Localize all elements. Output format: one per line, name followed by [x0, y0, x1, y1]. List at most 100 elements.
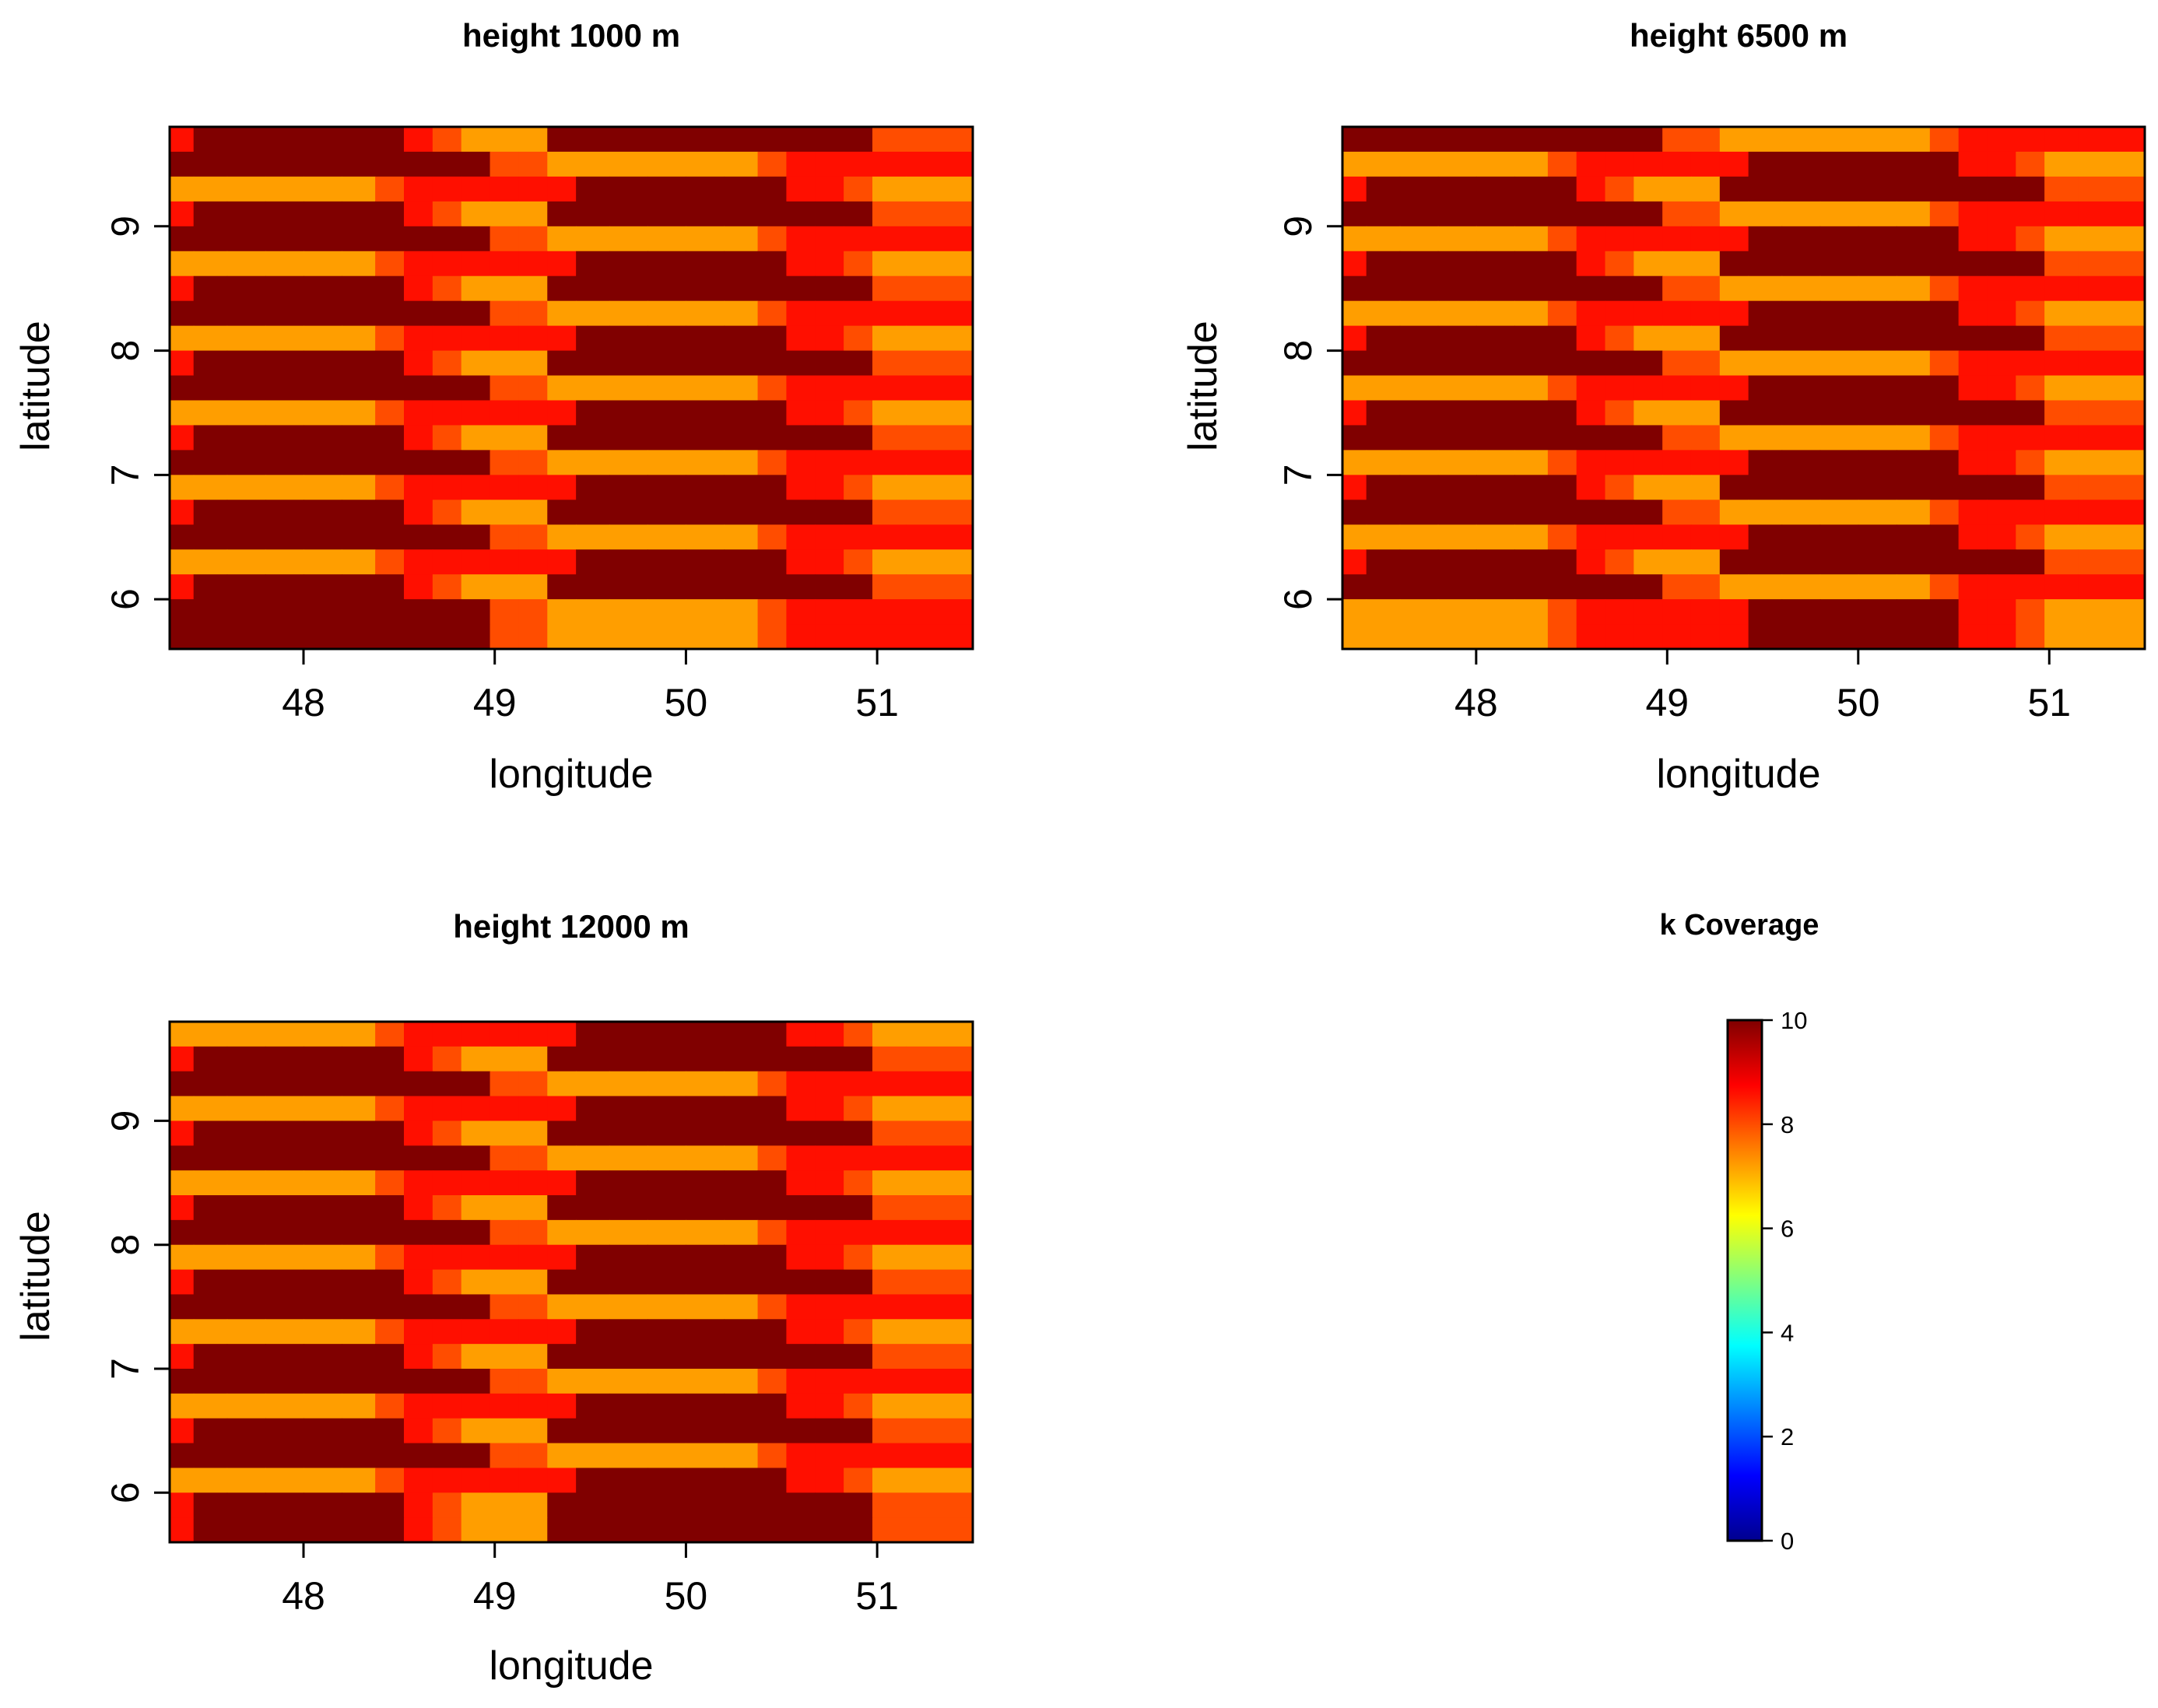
- heatmap-cell: [786, 1294, 816, 1320]
- heatmap-cell: [1399, 300, 1439, 327]
- heatmap-cell: [375, 1443, 405, 1469]
- heatmap-cell: [647, 1269, 687, 1296]
- heatmap-cell: [1399, 624, 1439, 650]
- heatmap-cell: [686, 201, 725, 227]
- heatmap-cell: [1748, 549, 1783, 575]
- heatmap-cell: [1576, 524, 1606, 550]
- heatmap-cell: [404, 1517, 433, 1543]
- heatmap-cell: [609, 1195, 648, 1221]
- heatmap-cell: [686, 500, 725, 525]
- heatmap-cell: [461, 375, 491, 402]
- heatmap-cell: [489, 350, 520, 377]
- heatmap-cell: [432, 1244, 462, 1271]
- heatmap-cell: [1662, 599, 1692, 625]
- heatmap-cell: [1605, 500, 1634, 525]
- heatmap-cell: [489, 1418, 520, 1444]
- heatmap-cell: [489, 275, 520, 302]
- heatmap-cell: [489, 1319, 520, 1345]
- heatmap-cell: [844, 599, 873, 625]
- heatmap-cell: [1896, 375, 1931, 402]
- heatmap-cell: [609, 400, 648, 426]
- heatmap-cell: [2078, 400, 2146, 426]
- heatmap-cell: [265, 127, 304, 153]
- heatmap-cell: [547, 1344, 577, 1370]
- heatmap-cell: [342, 400, 376, 426]
- heatmap-cell: [1514, 127, 1549, 153]
- heatmap-cell: [1476, 475, 1515, 500]
- heatmap-cell: [170, 599, 195, 625]
- heatmap-cell: [489, 1393, 520, 1419]
- heatmap-cell: [1547, 226, 1577, 252]
- heatmap-cell: [786, 127, 816, 153]
- heatmap-cell: [609, 500, 648, 525]
- heatmap-cell: [304, 1369, 342, 1394]
- heatmap-cell: [461, 450, 491, 475]
- heatmap-cell: [1576, 350, 1606, 377]
- heatmap-cell: [1366, 325, 1401, 352]
- heatmap-cell: [2078, 350, 2146, 377]
- heatmap-cell: [576, 300, 610, 327]
- heatmap-cell: [404, 1145, 433, 1171]
- heatmap-cell: [1576, 549, 1606, 575]
- heatmap-cell: [647, 1393, 687, 1419]
- y-axis-label: latitude: [13, 321, 58, 451]
- heatmap-cell: [1437, 475, 1477, 500]
- heatmap-cell: [872, 1269, 907, 1296]
- heatmap-cell: [815, 375, 844, 402]
- heatmap-cell: [518, 599, 548, 625]
- heatmap-cell: [1547, 624, 1577, 650]
- heatmap-cell: [226, 599, 266, 625]
- heatmap-cell: [724, 425, 759, 451]
- heatmap-cell: [1514, 599, 1549, 625]
- heatmap-cell: [2016, 151, 2045, 177]
- heatmap-cell: [265, 176, 304, 202]
- heatmap-cell: [432, 325, 462, 352]
- heatmap-cell: [265, 1517, 304, 1543]
- heatmap-cell: [518, 1145, 548, 1171]
- heatmap-cell: [786, 375, 816, 402]
- heatmap-cell: [647, 1369, 687, 1394]
- heatmap-cell: [2044, 400, 2079, 426]
- heatmap-cell: [1929, 275, 1960, 302]
- heatmap-cell: [576, 1145, 610, 1171]
- heatmap-cell: [1342, 275, 1367, 302]
- heatmap-cell: [2044, 524, 2079, 550]
- heatmap-cell: [724, 1319, 759, 1345]
- heatmap-cell: [906, 1319, 974, 1345]
- heatmap-cell: [304, 425, 342, 451]
- heatmap-cell: [815, 524, 844, 550]
- heatmap-cell: [489, 1022, 520, 1047]
- heatmap-cell: [304, 1517, 342, 1543]
- heatmap-cell: [609, 1219, 648, 1246]
- heatmap-cell: [686, 350, 725, 377]
- heatmap-cell: [193, 1195, 228, 1221]
- heatmap-cell: [844, 475, 873, 500]
- heatmap-cell: [518, 624, 548, 650]
- heatmap-cell: [1781, 599, 1821, 625]
- heatmap-cells: [170, 1022, 974, 1543]
- heatmap-cell: [547, 450, 577, 475]
- heatmap-cell: [786, 1145, 816, 1171]
- heatmap-cell: [461, 325, 491, 352]
- heatmap-cell: [265, 1096, 304, 1122]
- heatmap-cell: [1896, 325, 1931, 352]
- heatmap-cell: [547, 549, 577, 575]
- heatmap-cell: [1819, 599, 1859, 625]
- heatmap-cell: [1958, 201, 1988, 227]
- heatmap-cell: [265, 325, 304, 352]
- heatmap-cell: [1476, 226, 1515, 252]
- heatmap-cell: [342, 475, 376, 500]
- heatmap-cell: [906, 1071, 974, 1097]
- heatmap-cell: [1719, 500, 1749, 525]
- heatmap-cell: [193, 1468, 228, 1493]
- heatmap-cell: [404, 1418, 433, 1444]
- heatmap-cell: [906, 201, 974, 227]
- heatmap-cell: [647, 574, 687, 600]
- heatmap-cell: [170, 1319, 195, 1345]
- x-tick-label: 48: [282, 1574, 325, 1618]
- heatmap-cell: [576, 1319, 610, 1345]
- heatmap-cell: [786, 500, 816, 525]
- heatmap-cell: [193, 1219, 228, 1246]
- heatmap-cell: [1342, 251, 1367, 277]
- heatmap-cell: [489, 1145, 520, 1171]
